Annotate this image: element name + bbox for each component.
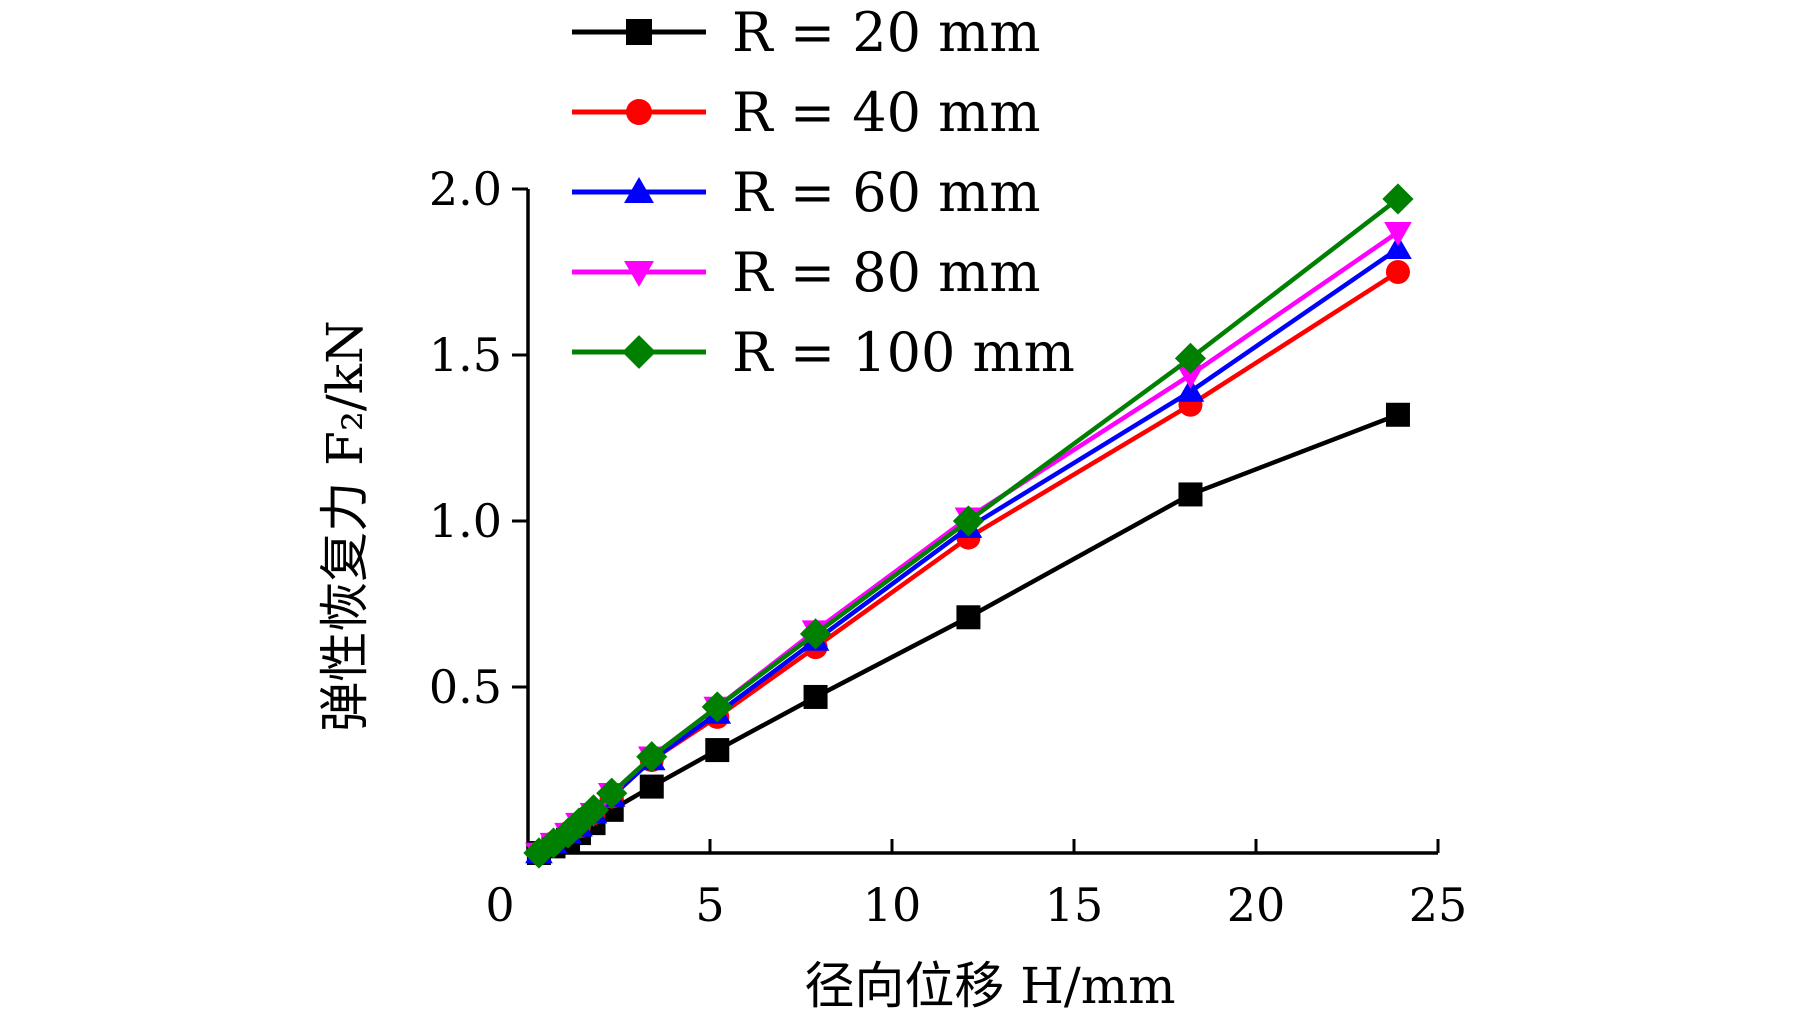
- series-5: [523, 183, 1414, 869]
- data-point: [799, 618, 832, 650]
- x-tick-label: 5: [695, 878, 724, 932]
- series-layer: [523, 183, 1414, 869]
- data-point: [803, 684, 828, 709]
- legend-marker: [622, 335, 656, 369]
- y-tick-label: 0.5: [429, 660, 502, 714]
- y-tick-label: 1.5: [429, 328, 502, 382]
- data-point: [956, 605, 981, 630]
- data-point: [1385, 260, 1410, 284]
- legend-marker: [626, 99, 652, 125]
- legend-marker: [624, 260, 654, 287]
- data-point: [1382, 183, 1414, 215]
- y-tick-label: 2.0: [429, 162, 502, 216]
- x-axis-ticks: 0 5 10 15 20 25: [485, 839, 1467, 932]
- data-point: [952, 505, 985, 537]
- legend-label: R = 60 mm: [732, 161, 1041, 224]
- legend-item: R = 60 mm: [572, 161, 1041, 224]
- legend-item: R = 20 mm: [572, 1, 1041, 64]
- series-1: [526, 402, 1410, 865]
- legend-item: R = 40 mm: [572, 81, 1041, 144]
- x-tick-label: 15: [1045, 878, 1104, 932]
- legend-item: R = 100 mm: [572, 321, 1075, 384]
- data-point: [537, 827, 570, 859]
- data-point: [596, 777, 628, 809]
- data-point: [1174, 342, 1207, 374]
- data-point: [523, 837, 555, 869]
- x-tick-label: 0: [485, 878, 514, 932]
- legend-label: R = 40 mm: [732, 81, 1041, 144]
- y-tick-label: 1.0: [429, 494, 502, 548]
- x-tick-label: 20: [1227, 878, 1286, 932]
- x-axis-title: 径向位移 H/mm: [804, 957, 1175, 1015]
- x-tick-label: 25: [1409, 878, 1468, 932]
- data-point: [1384, 234, 1412, 259]
- legend-marker: [624, 177, 654, 204]
- legend-label: R = 80 mm: [732, 241, 1041, 304]
- data-point: [701, 691, 733, 723]
- x-tick-label: 10: [863, 878, 922, 932]
- data-point: [1176, 377, 1205, 402]
- legend-label: R = 100 mm: [732, 321, 1075, 384]
- legend-label: R = 20 mm: [732, 1, 1041, 64]
- legend: R = 20 mm R = 40 mm R = 60 mm R = 80 mm R = …: [572, 1, 1075, 384]
- data-point: [636, 741, 668, 773]
- series-line: [537, 412, 1399, 856]
- data-point: [705, 738, 730, 763]
- data-point: [1384, 221, 1412, 246]
- data-point: [577, 794, 610, 826]
- data-point: [1178, 482, 1203, 507]
- data-point: [1385, 402, 1410, 427]
- legend-item: R = 80 mm: [572, 241, 1041, 304]
- legend-marker: [626, 19, 652, 45]
- data-point: [552, 817, 584, 849]
- y-axis-ticks: 0.5 1.0 1.5 2.0: [429, 162, 528, 714]
- data-point: [1176, 364, 1205, 389]
- data-point: [639, 774, 664, 799]
- y-axis-title: 弹性恢复力 F₂/kN: [316, 320, 374, 732]
